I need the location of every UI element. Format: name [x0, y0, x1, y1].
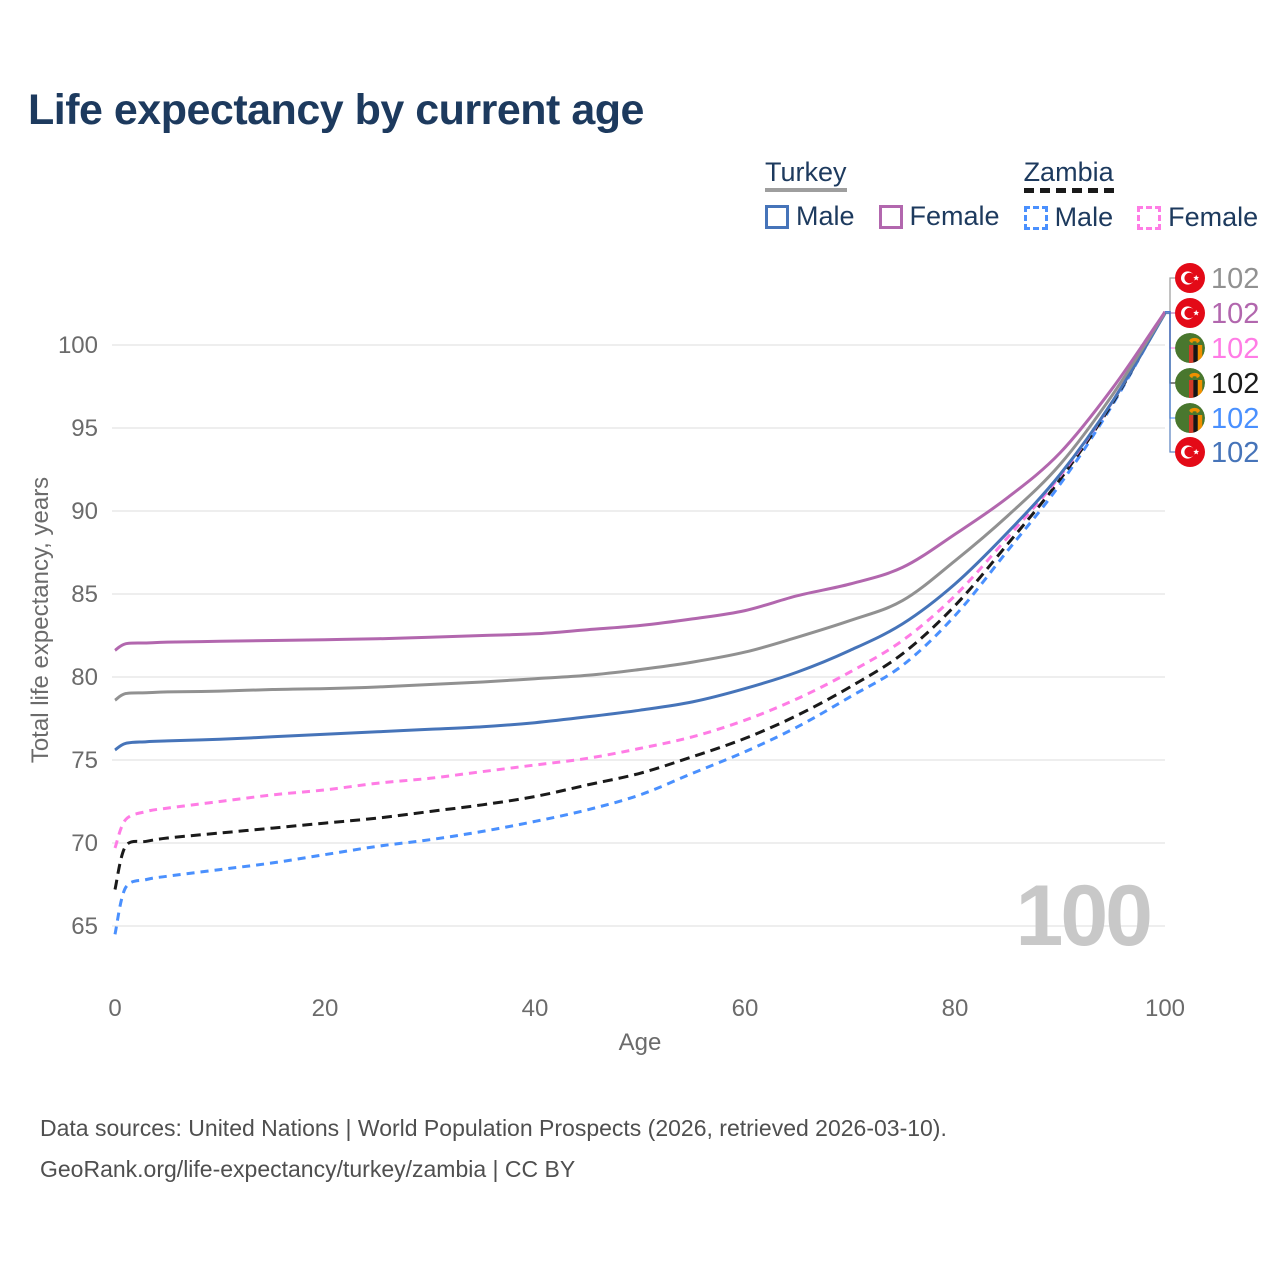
end-label: 102	[1175, 403, 1259, 435]
x-tick-label: 40	[522, 995, 549, 1022]
stripe-orange	[1197, 415, 1203, 433]
age-watermark: 100	[1016, 868, 1151, 964]
legend-country-turkey: Turkey	[765, 158, 847, 193]
legend-item-turkey-male[interactable]: Male	[765, 201, 855, 232]
zambia-flag-icon	[1175, 333, 1205, 363]
legend-item-turkey-female[interactable]: Female	[878, 201, 1000, 232]
eagle-notch	[1192, 341, 1197, 344]
eagle	[1189, 372, 1200, 379]
stripe-red	[1189, 415, 1194, 433]
x-tick-label: 60	[732, 995, 759, 1022]
flag-art	[1175, 403, 1205, 433]
eagle-notch	[1192, 376, 1197, 379]
end-label: 102	[1175, 263, 1259, 295]
stripe-black	[1193, 415, 1198, 433]
end-label: 102	[1175, 298, 1259, 330]
stripe-red	[1189, 380, 1194, 398]
series-line-zambia-both-sexes	[113, 311, 1167, 890]
end-value-label: 102	[1211, 437, 1259, 469]
legend-items-zambia: Male Female	[1023, 202, 1258, 233]
x-tick-label: 80	[942, 995, 969, 1022]
legend-group-turkey: Turkey Male Female	[765, 158, 1000, 233]
turkey-flag-icon	[1175, 437, 1205, 467]
legend-item-zambia-male[interactable]: Male	[1023, 202, 1114, 233]
eagle	[1189, 407, 1200, 414]
end-value-label: 102	[1211, 368, 1259, 400]
crescent-inner	[1184, 446, 1195, 458]
star	[1193, 448, 1200, 455]
stripe-orange	[1197, 380, 1203, 398]
flag-art	[1175, 333, 1205, 363]
turkey-female-swatch-icon	[878, 204, 903, 229]
end-label: 102	[1175, 333, 1259, 365]
stripe-orange	[1197, 345, 1203, 363]
end-label-connector	[1165, 312, 1175, 453]
turkey-flag-icon	[1175, 298, 1205, 328]
end-value-label: 102	[1211, 403, 1259, 435]
end-label-connector	[1165, 277, 1175, 314]
y-tick-label: 70	[71, 830, 98, 857]
flag-art	[1175, 368, 1205, 398]
y-tick-label: 85	[71, 581, 98, 608]
star	[1193, 274, 1200, 281]
zambia-flag-icon	[1175, 403, 1205, 433]
data-source-note: Data sources: United Nations | World Pop…	[40, 1108, 947, 1190]
grid-group	[112, 344, 1165, 927]
y-tick-label: 65	[71, 913, 98, 940]
crescent-inner	[1184, 307, 1195, 319]
ticks-group: 65 70 75 80 85 90 95 100 0 20 40 60 80 100	[58, 332, 1185, 1022]
end-value-label: 102	[1211, 263, 1259, 295]
source-line-1: Data sources: United Nations | World Pop…	[40, 1115, 947, 1141]
series-line-turkey-female	[114, 310, 1167, 652]
turkey-male-swatch-icon	[765, 204, 789, 229]
source-line-2: GeoRank.org/life-expectancy/turkey/zambi…	[40, 1156, 576, 1182]
x-tick-label: 0	[108, 995, 121, 1022]
end-label: 102	[1175, 368, 1259, 400]
legend-group-zambia: Zambia Male Female	[1023, 158, 1258, 233]
legend-items-turkey: Male Female	[765, 201, 1000, 232]
stripe-black	[1193, 380, 1198, 398]
y-tick-label: 90	[71, 498, 98, 525]
series-line-zambia-female	[113, 311, 1167, 849]
eagle-notch	[1192, 411, 1197, 414]
end-label: 102	[1175, 437, 1259, 469]
x-axis-title: Age	[619, 1029, 662, 1056]
stripe-red	[1189, 345, 1194, 363]
x-tick-label: 100	[1145, 995, 1185, 1022]
star	[1193, 309, 1200, 316]
series-line-zambia-male	[113, 311, 1167, 935]
y-axis-title: Total life expectancy, years	[27, 477, 54, 763]
legend-label-turkey-male: Male	[796, 201, 855, 232]
stripe-black	[1193, 345, 1198, 363]
page-title: Life expectancy by current age	[28, 86, 644, 134]
end-value-label: 102	[1211, 298, 1259, 330]
zambia-flag-icon	[1175, 368, 1205, 398]
eagle	[1189, 337, 1200, 344]
legend-label-turkey-female: Female	[909, 201, 1000, 232]
chart-legend: Turkey Male Female Zambia Male	[765, 158, 1258, 233]
y-tick-label: 100	[58, 332, 98, 359]
legend-label-zambia-male: Male	[1054, 202, 1114, 233]
y-tick-label: 75	[71, 747, 98, 774]
y-tick-label: 95	[71, 415, 98, 442]
series-group	[113, 310, 1167, 935]
series-line-turkey-both-sexes	[114, 311, 1167, 702]
legend-country-zambia: Zambia	[1023, 158, 1114, 194]
zambia-female-swatch-icon	[1137, 205, 1162, 230]
y-tick-label: 80	[71, 664, 98, 691]
series-line-turkey-male	[114, 312, 1167, 752]
legend-label-zambia-female: Female	[1168, 202, 1259, 233]
legend-item-zambia-female[interactable]: Female	[1137, 202, 1258, 233]
crescent-inner	[1184, 272, 1195, 284]
turkey-flag-icon	[1175, 263, 1205, 293]
x-tick-label: 20	[312, 995, 339, 1022]
end-value-label: 102	[1211, 333, 1259, 365]
zambia-male-swatch-icon	[1023, 205, 1048, 230]
